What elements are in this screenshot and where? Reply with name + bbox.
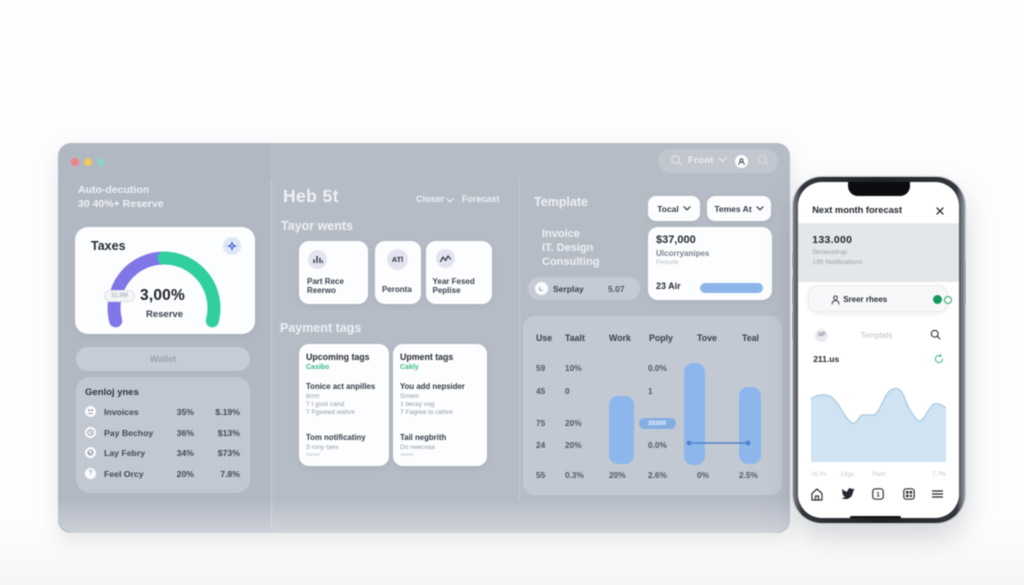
svg-text:1: 1: [876, 491, 880, 498]
